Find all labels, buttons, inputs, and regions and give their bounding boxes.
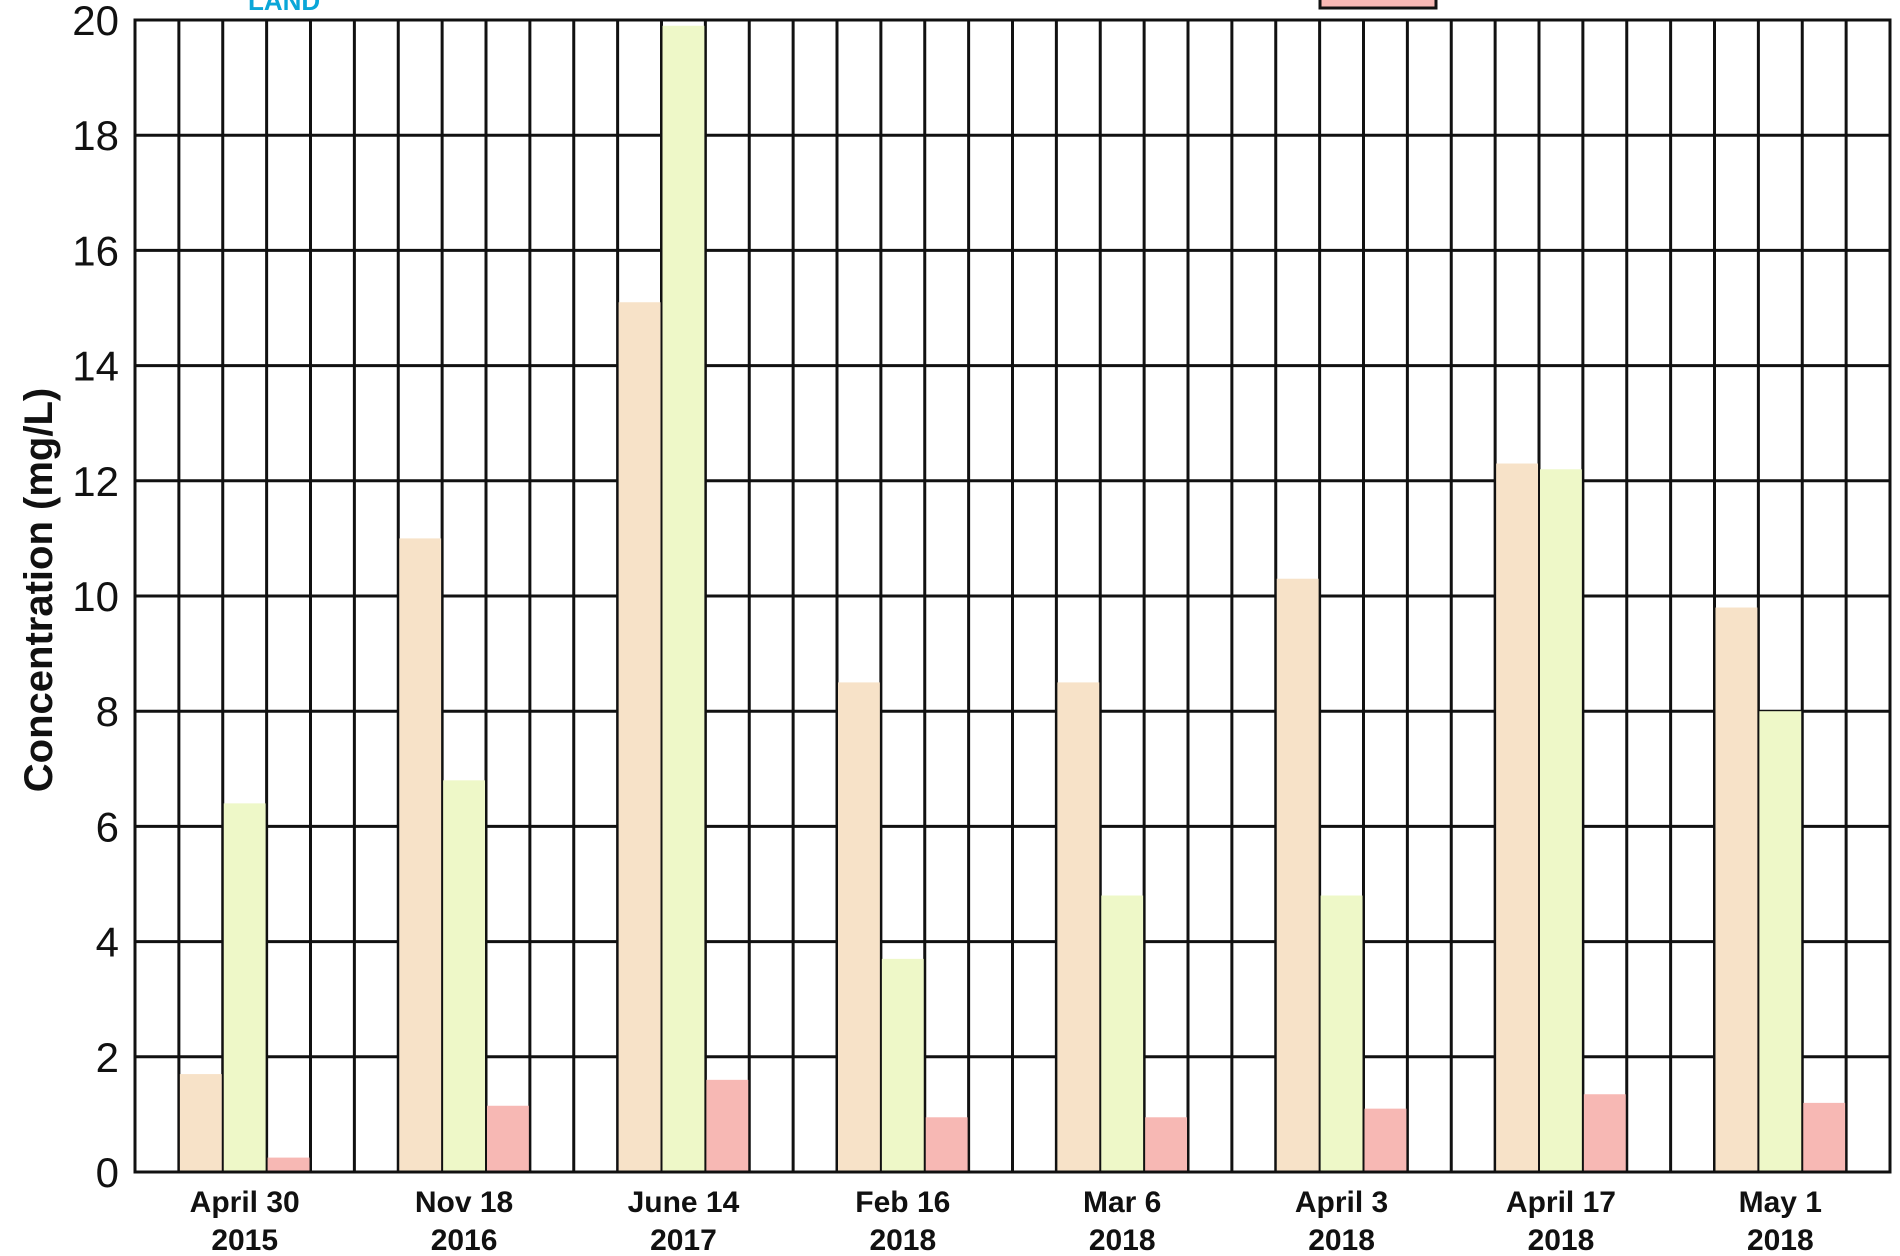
bar-series-1-0 [179,1074,222,1172]
bar-series-3-3 [925,1117,968,1172]
bar-series-3-4 [1145,1117,1187,1172]
bar-series-2-0 [223,803,266,1172]
bar-series-2-6 [1540,469,1582,1172]
bar-series-2-4 [1101,895,1144,1172]
x-category-label: Mar 6 2018 [1083,1186,1161,1256]
x-category-label: Feb 16 2018 [855,1186,950,1256]
bar-series-2-2 [662,25,705,1172]
y-tick-label: 4 [96,919,119,966]
y-axis-title: Concentration (mg/L) [17,388,61,792]
plot-frame [133,18,1892,1174]
y-axis-ticks: 0 2 4 6 8 10 12 14 16 18 20 [72,0,119,1196]
y-tick-label: 6 [96,803,119,850]
legend-fragment-text: LAND [248,0,320,16]
bar-series-3-0 [267,1157,310,1172]
grid [135,18,1890,1174]
legend-swatch [1318,0,1438,10]
bar-series-1-1 [399,538,442,1172]
y-tick-label: 14 [72,343,119,390]
x-category-label: April 3 2018 [1295,1186,1388,1256]
bar-series-1-7 [1715,607,1758,1172]
bar-series-1-2 [618,302,661,1172]
x-category-label: April 17 2018 [1506,1186,1616,1256]
bar-series-2-5 [1320,895,1363,1172]
x-category-label: Nov 18 2016 [415,1186,513,1256]
bar-series-2-1 [443,780,485,1172]
bars [179,25,1846,1172]
bar-series-2-7 [1759,711,1802,1172]
y-tick-label: 8 [96,688,119,735]
x-category-label: April 30 2015 [190,1186,300,1256]
y-tick-label: 16 [72,227,119,274]
y-tick-label: 20 [72,0,119,44]
bar-series-1-4 [1057,682,1100,1172]
x-category-label: May 1 2018 [1739,1186,1822,1256]
x-axis-categories: April 30 2015 Nov 18 2016 June 14 2017 Feb 16 2… [190,1186,1822,1256]
bar-series-2-3 [881,958,924,1172]
plot-border [133,18,1892,1174]
y-tick-label: 12 [72,458,119,505]
bar-series-3-2 [706,1079,749,1172]
y-tick-label: 10 [72,573,119,620]
y-tick-label: 2 [96,1034,119,1081]
bar-series-3-6 [1583,1094,1626,1172]
bar-series-1-3 [838,682,880,1172]
bar-series-1-5 [1276,578,1319,1172]
y-tick-label: 18 [72,112,119,159]
bar-series-3-7 [1803,1102,1846,1172]
bar-series-3-5 [1364,1108,1407,1172]
bar-series-3-1 [487,1105,529,1172]
bar-series-1-6 [1496,463,1538,1172]
x-category-label: June 14 2017 [628,1186,740,1256]
y-tick-label: 0 [96,1149,119,1196]
